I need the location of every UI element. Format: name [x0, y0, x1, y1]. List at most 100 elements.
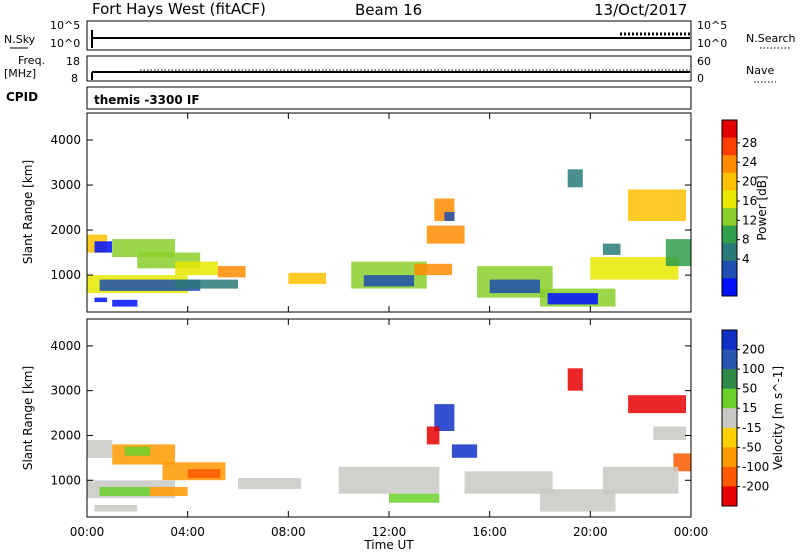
colorbar-swatch — [722, 172, 737, 191]
y-tick-label: 1000 — [50, 473, 81, 487]
colorbar-tick-label: 8 — [742, 233, 750, 247]
scatter-patch — [426, 225, 465, 244]
colorbar-tick-label: 200 — [742, 343, 765, 357]
scatter-patch — [175, 279, 238, 289]
scatter-patch — [99, 487, 150, 496]
y-tick-label: 3000 — [50, 178, 81, 192]
scatter-patch — [363, 275, 415, 287]
colorbar-tick-label: -15 — [742, 421, 762, 435]
power-colorbar-label: Power [dB] — [755, 175, 769, 240]
freq-tick-top: 18 — [66, 55, 80, 68]
scatter-patch — [238, 478, 301, 490]
scatter-patch — [426, 426, 440, 445]
freq-unit: [MHz] — [4, 67, 36, 80]
colorbar-tick-label: -100 — [742, 460, 769, 474]
x-tick-label: 04:00 — [170, 525, 205, 539]
x-tick-label: 20:00 — [573, 525, 608, 539]
nsky-frame — [86, 20, 692, 51]
x-tick-label: 00:00 — [674, 525, 709, 539]
y-tick-label: 3000 — [50, 384, 81, 398]
colorbar-swatch — [722, 243, 737, 262]
colorbar-swatch — [722, 137, 737, 156]
scatter-patch — [187, 469, 221, 479]
velocity-colorbar: 200 100 50 15 -15 -50 -100 -200 Velocity [m s^-… — [721, 329, 785, 507]
velocity-colorbar-frame — [721, 329, 738, 507]
velocity-patches — [87, 368, 691, 512]
y-tick-label: 2000 — [50, 223, 81, 237]
colorbar-tick-label: 16 — [742, 194, 757, 208]
station-title: Fort Hays West (fitACF) — [92, 0, 266, 18]
velocity-ylabel: Slant Range [km] — [21, 366, 35, 470]
colorbar-swatch — [722, 155, 737, 174]
cpid-panel: CPID themis -3300 IF — [6, 86, 692, 110]
velocity-colorbar-swatches — [722, 330, 737, 507]
colorbar-swatch — [722, 330, 737, 351]
scatter-patch — [590, 257, 679, 280]
scatter-patch — [87, 440, 113, 458]
scatter-patch — [94, 241, 113, 253]
beam-title: Beam 16 — [355, 1, 422, 19]
scatter-patch — [124, 446, 150, 456]
velocity-panel: 1000 2000 3000 4000 Slant Range [km] — [21, 318, 692, 518]
colorbar-tick-label: -50 — [742, 440, 762, 454]
colorbar-swatch — [722, 190, 737, 209]
x-tick-label: 00:00 — [70, 525, 105, 539]
nsky-tick-top: 10^5 — [50, 19, 80, 32]
scatter-patch — [653, 426, 686, 440]
nave-label: Nave — [746, 64, 774, 77]
scatter-patch — [464, 471, 553, 494]
scatter-patch — [175, 261, 218, 276]
scatter-patch — [628, 189, 686, 221]
velocity-y-axis: 1000 2000 3000 4000 — [50, 339, 691, 487]
time-axis: 00:00 04:00 08:00 12:00 16:00 20:00 00:00 — [70, 113, 709, 539]
nsky-tick-bottom: 10^0 — [50, 37, 80, 50]
cpid-value: themis -3300 IF — [94, 93, 200, 107]
colorbar-swatch — [722, 369, 737, 390]
y-tick-label: 1000 — [50, 268, 81, 282]
scatter-patch — [567, 368, 583, 391]
freq-panel: Freq. [MHz] 18 8 60 0 Nave — [4, 54, 776, 85]
colorbar-tick-label: 20 — [742, 175, 757, 189]
freq-frame — [86, 55, 692, 82]
scatter-patch — [567, 169, 583, 188]
scatter-patch — [489, 279, 540, 294]
colorbar-swatch — [722, 120, 737, 139]
scatter-patch — [389, 493, 440, 503]
colorbar-tick-label: -200 — [742, 479, 769, 493]
colorbar-swatch — [722, 408, 737, 429]
power-ylabel: Slant Range [km] — [21, 160, 35, 264]
nsearch-tick-top: 10^5 — [697, 19, 727, 32]
nave-tick-top: 60 — [697, 55, 711, 68]
nsearch-tick-bottom: 10^0 — [697, 37, 727, 50]
scatter-patch — [99, 279, 201, 291]
colorbar-swatch — [722, 278, 737, 297]
x-tick-label: 08:00 — [271, 525, 306, 539]
scatter-patch — [444, 212, 455, 221]
colorbar-swatch — [722, 486, 737, 507]
y-tick-label: 2000 — [50, 428, 81, 442]
scatter-patch — [217, 266, 246, 278]
colorbar-swatch — [722, 466, 737, 487]
velocity-colorbar-label: Velocity [m s^-1] — [771, 366, 785, 470]
power-panel: 1000 2000 3000 4000 Slant Range [km] — [21, 112, 692, 313]
power-patches — [87, 169, 691, 307]
freq-tick-bottom: 8 — [71, 72, 78, 85]
scatter-patch — [288, 272, 327, 285]
scatter-patch — [547, 293, 598, 305]
scatter-patch — [149, 487, 188, 496]
colorbar-tick-label: 24 — [742, 155, 757, 169]
scatter-patch — [94, 504, 138, 512]
power-y-axis: 1000 2000 3000 4000 — [50, 133, 691, 282]
scatter-patch — [112, 299, 138, 307]
colorbar-swatch — [722, 427, 737, 448]
nsky-trace — [91, 30, 690, 48]
colorbar-tick-label: 100 — [742, 362, 765, 376]
colorbar-tick-label: 12 — [742, 213, 757, 227]
colorbar-swatch — [722, 225, 737, 244]
nsky-panel: N.Sky 10^5 10^0 10^5 10^0 N.Search — [4, 19, 796, 51]
colorbar-tick-label: 28 — [742, 136, 757, 150]
power-colorbar-frame — [721, 119, 738, 297]
colorbar-tick-label: 4 — [742, 252, 750, 266]
colorbar-swatch — [722, 447, 737, 468]
